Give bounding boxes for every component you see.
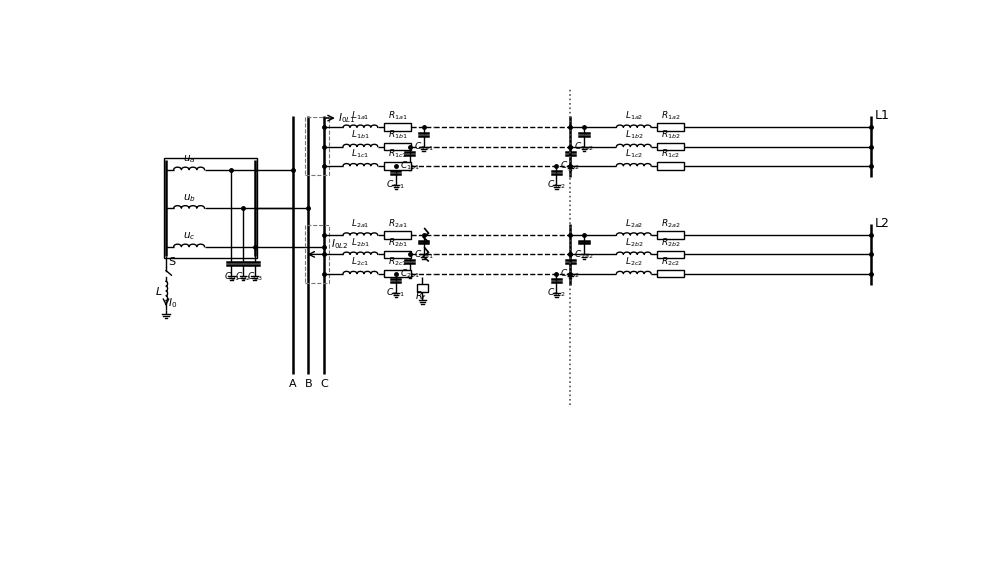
Text: $R_{2b2}$: $R_{2b2}$ [661,236,681,249]
Text: $R_f$: $R_f$ [415,289,427,303]
Text: $I_{0L2}$: $I_{0L2}$ [331,237,348,251]
Text: $C_{2c1}$: $C_{2c1}$ [386,287,405,299]
Bar [305,225,329,283]
Text: $R_{1a1}$: $R_{1a1}$ [388,109,407,122]
Bar [384,231,411,239]
Text: $L_{2c2}$: $L_{2c2}$ [625,256,643,268]
Bar [657,124,684,131]
Text: $u_a$: $u_a$ [183,154,195,166]
Text: $R_{1b1}$: $R_{1b1}$ [388,129,407,141]
Bar [384,162,411,170]
Text: $I_{0L1}$: $I_{0L1}$ [338,111,356,125]
Text: L2: L2 [874,217,889,230]
Text: $L_{2a2}$: $L_{2a2}$ [625,217,643,230]
Text: $C_{01}$: $C_{01}$ [224,270,239,283]
Bar [657,143,684,150]
Text: $R_{1c2}$: $R_{1c2}$ [661,148,680,160]
Text: $L_{1b2}$: $L_{1b2}$ [625,129,643,141]
Text: B: B [305,379,312,389]
Text: $L_{1c1}$: $L_{1c1}$ [351,148,369,160]
Bar [384,124,411,131]
Text: A: A [289,379,297,389]
Text: L1: L1 [874,109,889,122]
Text: $C_{1a1}$: $C_{1a1}$ [414,141,433,153]
Text: $C_{1c1}$: $C_{1c1}$ [386,179,405,192]
Bar [384,251,411,258]
Text: $L_{1a1}$: $L_{1a1}$ [351,109,370,122]
Text: $C_{02}$: $C_{02}$ [235,270,251,283]
Text: $L_{2a1}$: $L_{2a1}$ [351,217,370,230]
Text: $R_{2a2}$: $R_{2a2}$ [661,217,680,230]
Text: $R_{2c2}$: $R_{2c2}$ [661,256,680,268]
Text: $R_{1c1}$: $R_{1c1}$ [388,148,407,160]
Text: $C_{2a2}$: $C_{2a2}$ [574,248,594,261]
Text: $C_{2c2}$: $C_{2c2}$ [547,287,566,299]
Bar [384,143,411,150]
Text: $I_0$: $I_0$ [168,297,177,310]
Bar [305,117,329,175]
Text: $R_{1a2}$: $R_{1a2}$ [661,109,680,122]
Text: S: S [168,257,175,267]
Text: $C_{2b2}$: $C_{2b2}$ [560,268,580,280]
Bar [417,284,428,292]
Text: $C_{1a2}$: $C_{1a2}$ [574,141,594,153]
Text: $L_{1a2}$: $L_{1a2}$ [625,109,643,122]
Text: $L$: $L$ [155,285,163,297]
Text: $L_{2b2}$: $L_{2b2}$ [625,236,643,249]
Text: $L_{2b1}$: $L_{2b1}$ [351,236,370,249]
Text: $C_{03}$: $C_{03}$ [247,270,262,283]
Text: $R_{1b2}$: $R_{1b2}$ [661,129,681,141]
Bar [657,251,684,258]
Bar [657,270,684,277]
Bar [164,158,257,258]
Text: $R_{2a1}$: $R_{2a1}$ [388,217,407,230]
Text: $L_{2c1}$: $L_{2c1}$ [351,256,369,268]
Text: $u_b$: $u_b$ [183,192,196,204]
Text: $L_{1b1}$: $L_{1b1}$ [351,129,370,141]
Text: $R_{2b1}$: $R_{2b1}$ [388,236,407,249]
Text: $L_{1c2}$: $L_{1c2}$ [625,148,643,160]
Text: $C_{1c2}$: $C_{1c2}$ [547,179,566,192]
Text: $C_{1b1}$: $C_{1b1}$ [400,160,420,172]
Text: $C_{1b2}$: $C_{1b2}$ [560,160,580,172]
Text: $u_c$: $u_c$ [183,231,195,243]
Bar [384,270,411,277]
Text: C: C [320,379,328,389]
Bar [657,231,684,239]
Bar [657,162,684,170]
Text: $C_{2a1}$: $C_{2a1}$ [414,248,433,261]
Text: $C_{2b1}$: $C_{2b1}$ [400,268,420,280]
Text: $R_{2c1}$: $R_{2c1}$ [388,256,407,268]
